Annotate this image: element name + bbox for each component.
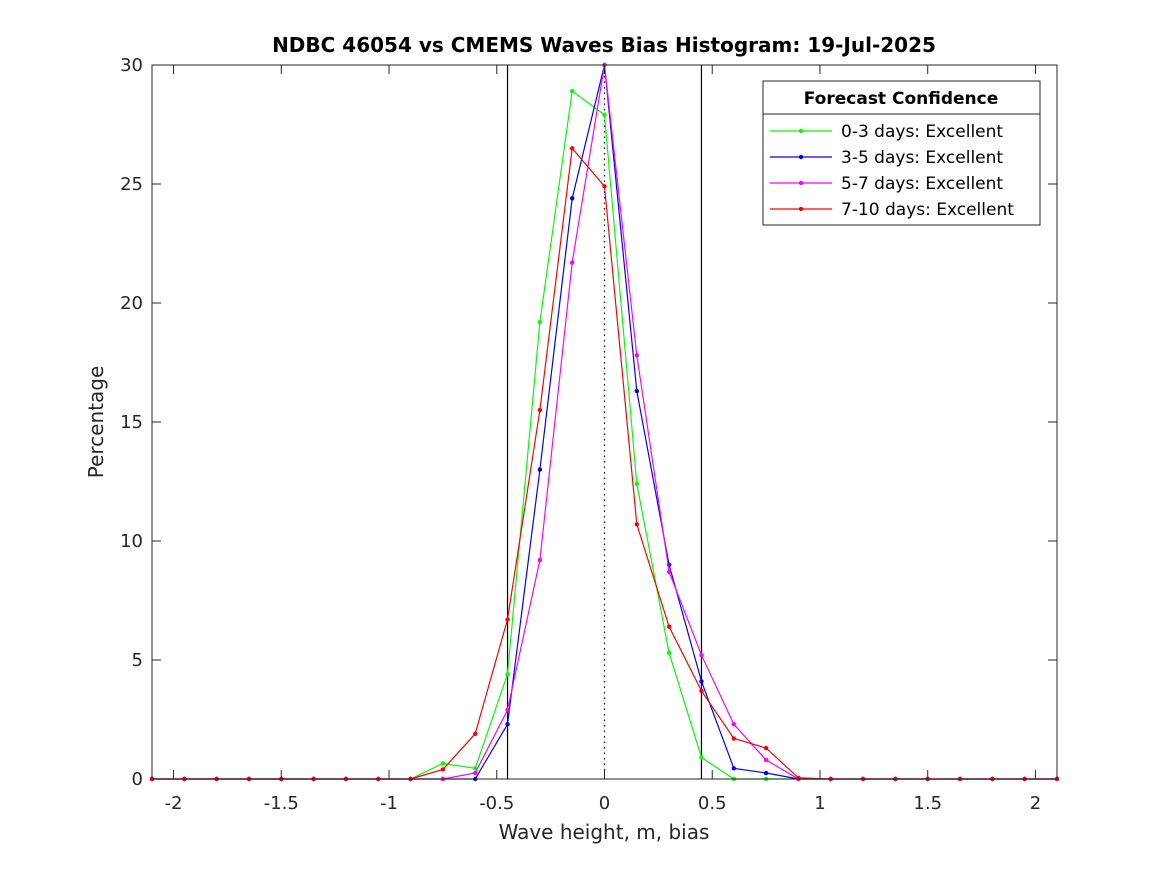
- data-point: [537, 407, 543, 413]
- data-point: [666, 650, 672, 656]
- data-point: [569, 260, 575, 265]
- y-tick-label: 25: [120, 174, 143, 195]
- data-point: [473, 770, 478, 776]
- legend-entry-label: 5-7 days: Excellent: [841, 174, 1003, 194]
- legend-swatch-marker: [798, 180, 804, 186]
- data-point: [699, 688, 704, 694]
- legend-swatch-marker: [798, 128, 804, 134]
- data-point: [537, 319, 543, 325]
- data-point: [569, 146, 575, 151]
- data-point: [763, 757, 769, 763]
- data-point: [699, 755, 704, 760]
- data-point: [731, 722, 736, 727]
- y-tick-label: 20: [120, 293, 143, 314]
- x-tick-label: 1.5: [913, 793, 942, 814]
- data-point: [731, 766, 736, 771]
- y-tick-label: 30: [120, 55, 143, 76]
- x-tick-label: -1.5: [264, 793, 299, 814]
- data-point: [634, 522, 640, 527]
- data-point: [699, 679, 704, 684]
- data-point: [731, 736, 736, 741]
- legend-swatch-marker: [798, 154, 804, 160]
- data-point: [569, 88, 575, 94]
- x-axis-label: Wave height, m, bias: [499, 820, 710, 844]
- data-point: [505, 672, 510, 677]
- data-point: [505, 722, 510, 727]
- x-axis-ticks: -2 -1.5 -1 -0.5 0 0.5 1 1.5 2: [165, 65, 1041, 814]
- data-point: [634, 353, 640, 358]
- legend-box: [762, 80, 1041, 226]
- threshold-lines: [506, 65, 703, 779]
- data-point: [440, 767, 446, 772]
- x-tick-label: 0: [599, 793, 610, 814]
- data-point: [763, 745, 769, 751]
- legend-title: Forecast Confidence: [804, 89, 999, 109]
- y-axis-ticks: 0 5 10 15 20 25 30: [120, 55, 1057, 790]
- x-tick-label: 2: [1030, 793, 1041, 814]
- data-point: [473, 766, 478, 771]
- data-point: [537, 557, 543, 563]
- data-point: [440, 761, 446, 766]
- y-tick-label: 15: [120, 412, 143, 433]
- data-point: [666, 569, 672, 575]
- x-tick-label: -2: [165, 793, 183, 814]
- legend-entry-label: 0-3 days: Excellent: [841, 122, 1003, 142]
- data-point: [763, 770, 769, 776]
- legend-entries: 0-3 days: Excellent 3-5 days: Excellent 5-…: [770, 122, 1014, 220]
- data-point: [473, 731, 478, 736]
- data-point: [569, 196, 575, 201]
- chart-title: NDBC 46054 vs CMEMS Waves Bias Histogram…: [272, 33, 936, 57]
- data-point: [666, 624, 672, 629]
- y-tick-label: 0: [132, 769, 143, 790]
- legend-entry-label: 7-10 days: Excellent: [841, 200, 1014, 220]
- x-tick-label: -1: [380, 793, 398, 814]
- x-tick-label: -0.5: [479, 793, 514, 814]
- data-point: [602, 184, 607, 189]
- x-tick-label: 0.5: [698, 793, 727, 814]
- y-tick-label: 5: [132, 650, 143, 671]
- x-tick-label: 1: [814, 793, 825, 814]
- data-point: [505, 617, 510, 622]
- data-point: [602, 112, 607, 118]
- data-point: [505, 707, 510, 713]
- y-axis-label: Percentage: [84, 366, 108, 479]
- data-point: [699, 653, 704, 658]
- data-point: [634, 388, 640, 394]
- legend: Forecast Confidence 0-3 days: Excellent 3…: [762, 80, 1041, 226]
- y-tick-label: 10: [120, 531, 143, 552]
- legend-swatch-marker: [798, 206, 804, 212]
- legend-entry-label: 3-5 days: Excellent: [841, 148, 1003, 168]
- data-point: [634, 481, 640, 487]
- data-point: [537, 467, 543, 472]
